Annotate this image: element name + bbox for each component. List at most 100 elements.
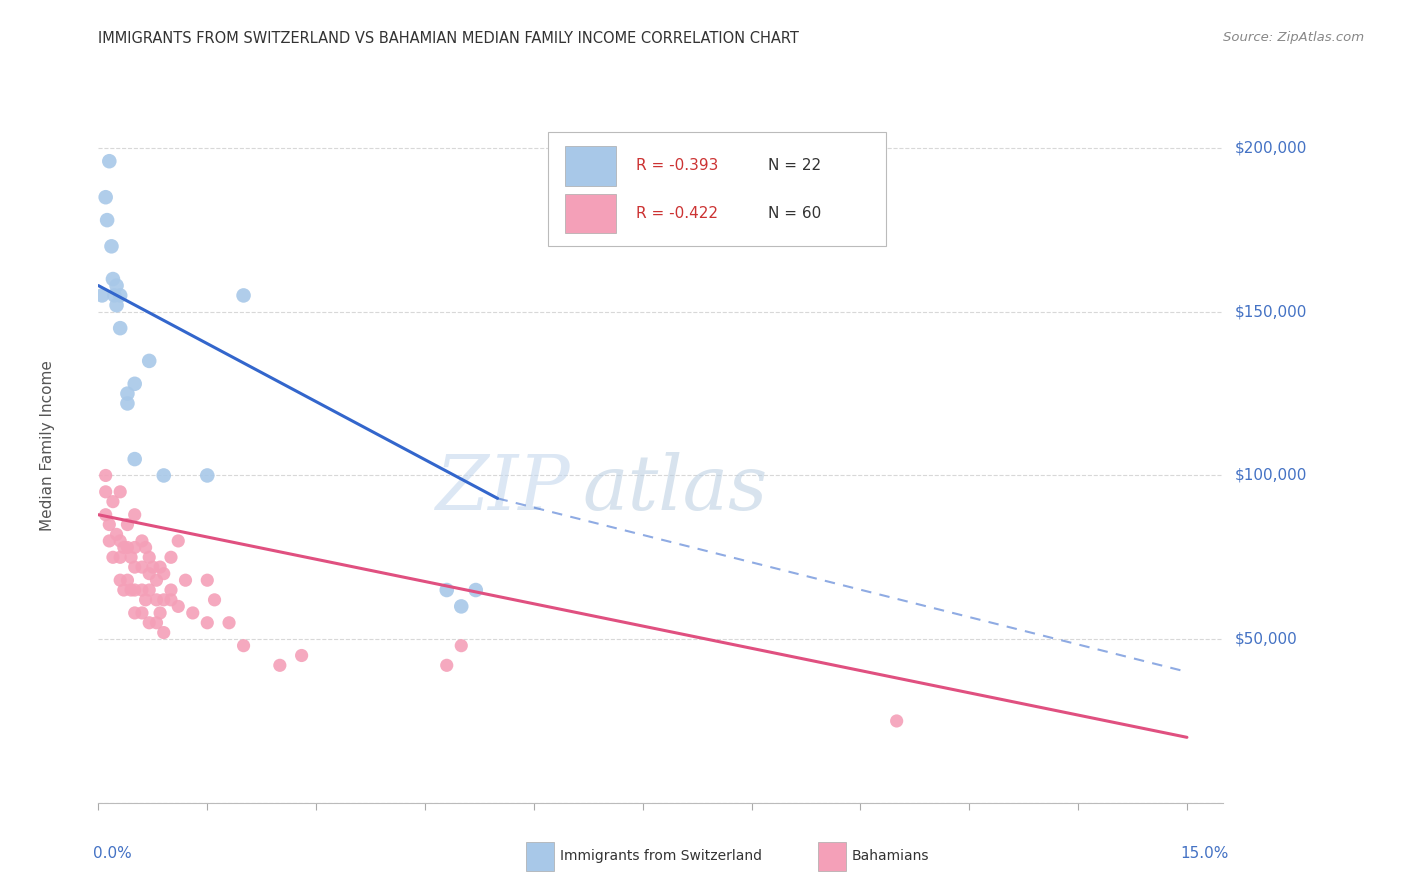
Point: [145, 592, 167, 607]
Point: [142, 560, 165, 574]
Point: [100, 239, 122, 253]
Point: [131, 533, 153, 548]
Point: [149, 560, 172, 574]
Point: [98, 517, 121, 532]
Point: [152, 625, 174, 640]
Point: [124, 508, 146, 522]
Text: Source: ZipAtlas.com: Source: ZipAtlas.com: [1223, 31, 1364, 45]
Point: [160, 592, 183, 607]
Point: [232, 639, 254, 653]
Point: [269, 658, 291, 673]
Point: [117, 396, 139, 410]
Text: N = 22: N = 22: [768, 159, 821, 173]
Point: [291, 648, 314, 663]
Text: $200,000: $200,000: [1234, 141, 1306, 155]
Point: [138, 550, 160, 565]
Text: R = -0.393: R = -0.393: [636, 159, 718, 173]
Point: [108, 321, 131, 335]
Point: [98, 154, 121, 169]
Point: [160, 582, 183, 597]
Point: [124, 541, 146, 555]
Point: [204, 592, 226, 607]
Point: [108, 533, 131, 548]
Point: [152, 468, 174, 483]
Point: [108, 288, 131, 302]
Point: [120, 550, 142, 565]
Point: [124, 452, 146, 467]
Point: [131, 560, 153, 574]
Point: [138, 354, 160, 368]
Point: [145, 573, 167, 587]
Point: [105, 278, 128, 293]
Text: N = 60: N = 60: [768, 206, 821, 221]
Bar: [565, 146, 616, 186]
Bar: [818, 842, 846, 871]
Text: atlas: atlas: [582, 452, 768, 525]
Point: [94, 468, 117, 483]
Point: [218, 615, 240, 630]
Point: [101, 494, 124, 508]
Point: [98, 533, 121, 548]
Point: [105, 298, 128, 312]
Point: [195, 615, 218, 630]
Point: [450, 599, 472, 614]
Point: [117, 517, 139, 532]
Point: [131, 582, 153, 597]
Text: Median Family Income: Median Family Income: [41, 360, 55, 532]
Point: [101, 550, 124, 565]
Point: [117, 541, 139, 555]
Bar: [526, 842, 554, 871]
Point: [96, 213, 118, 227]
Point: [101, 272, 124, 286]
Point: [108, 573, 131, 587]
Point: [135, 592, 157, 607]
Point: [124, 582, 146, 597]
Text: 15.0%: 15.0%: [1181, 846, 1229, 861]
Text: $150,000: $150,000: [1234, 304, 1306, 319]
Bar: [565, 194, 616, 234]
Point: [117, 386, 139, 401]
Text: R = -0.422: R = -0.422: [636, 206, 718, 221]
Point: [167, 599, 190, 614]
Point: [131, 606, 153, 620]
Point: [152, 592, 174, 607]
Point: [181, 606, 204, 620]
Point: [91, 288, 114, 302]
Point: [94, 508, 117, 522]
Point: [174, 573, 197, 587]
Text: $50,000: $50,000: [1234, 632, 1298, 647]
Point: [108, 550, 131, 565]
Point: [436, 658, 458, 673]
Point: [117, 573, 139, 587]
Point: [120, 582, 142, 597]
Point: [167, 533, 190, 548]
Text: $100,000: $100,000: [1234, 468, 1306, 483]
Point: [94, 484, 117, 499]
Point: [195, 468, 218, 483]
Point: [232, 288, 254, 302]
Point: [94, 190, 117, 204]
Point: [149, 606, 172, 620]
Point: [886, 714, 908, 728]
Point: [135, 541, 157, 555]
Point: [124, 560, 146, 574]
Point: [138, 615, 160, 630]
Point: [195, 573, 218, 587]
Point: [105, 527, 128, 541]
Point: [108, 484, 131, 499]
Point: [436, 582, 458, 597]
Text: Immigrants from Switzerland: Immigrants from Switzerland: [560, 849, 762, 863]
Point: [138, 582, 160, 597]
FancyBboxPatch shape: [548, 132, 886, 246]
Point: [112, 582, 135, 597]
Point: [145, 615, 167, 630]
Point: [112, 541, 135, 555]
Point: [160, 550, 183, 565]
Text: ZIP: ZIP: [436, 452, 571, 525]
Text: 0.0%: 0.0%: [93, 846, 132, 861]
Text: Bahamians: Bahamians: [852, 849, 929, 863]
Point: [138, 566, 160, 581]
Text: IMMIGRANTS FROM SWITZERLAND VS BAHAMIAN MEDIAN FAMILY INCOME CORRELATION CHART: IMMIGRANTS FROM SWITZERLAND VS BAHAMIAN …: [98, 31, 799, 46]
Point: [124, 376, 146, 391]
Point: [450, 639, 472, 653]
